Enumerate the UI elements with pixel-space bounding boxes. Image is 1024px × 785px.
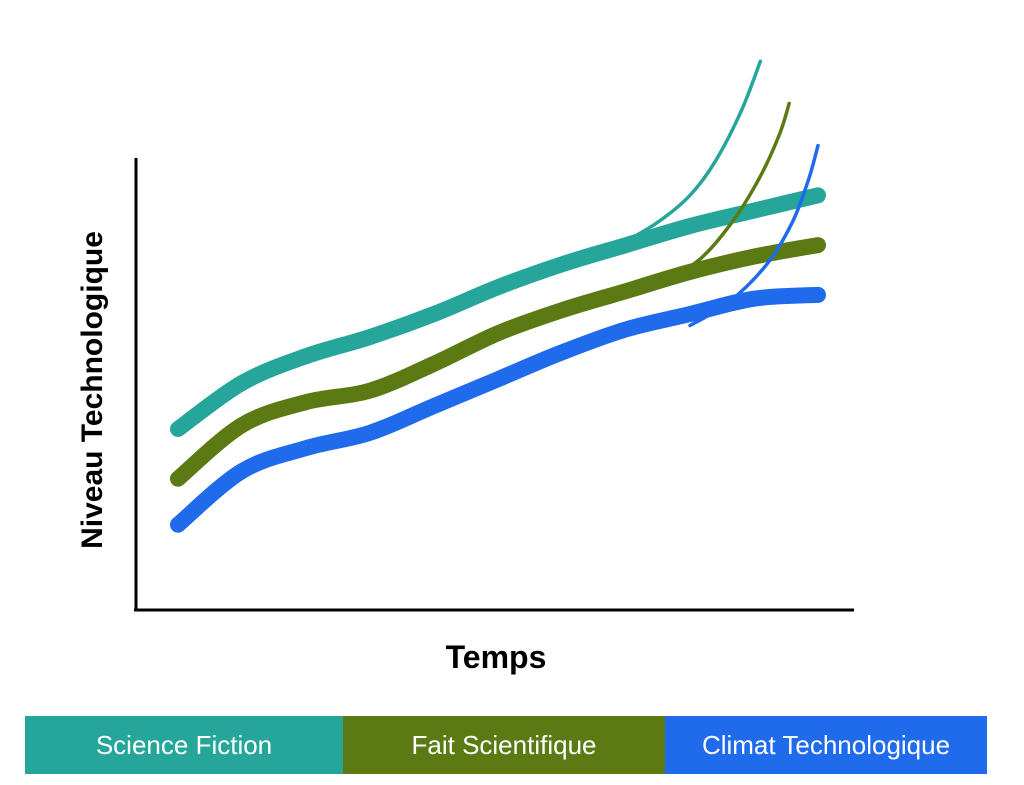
series-layer [170, 59, 826, 533]
legend-item-climat-technologique: Climat Technologique [665, 716, 987, 774]
line-chart: Niveau Technologique Temps [76, 59, 854, 675]
legend: Science Fiction Fait Scientifique Climat… [25, 716, 987, 774]
legend-item-science-fiction: Science Fiction [25, 716, 343, 774]
series-branch-science-fiction [624, 59, 763, 244]
series-branch-fait-scientifique [662, 101, 791, 286]
legend-item-fait-scientifique: Fait Scientifique [343, 716, 665, 774]
series-line-fait-scientifique [170, 237, 826, 487]
x-axis-label: Temps [446, 639, 547, 675]
y-axis-label: Niveau Technologique [76, 231, 109, 549]
series-line-climat-technologique [170, 286, 826, 533]
series-branch-climat-technologique [688, 143, 820, 328]
series-line-science-fiction [170, 187, 826, 437]
